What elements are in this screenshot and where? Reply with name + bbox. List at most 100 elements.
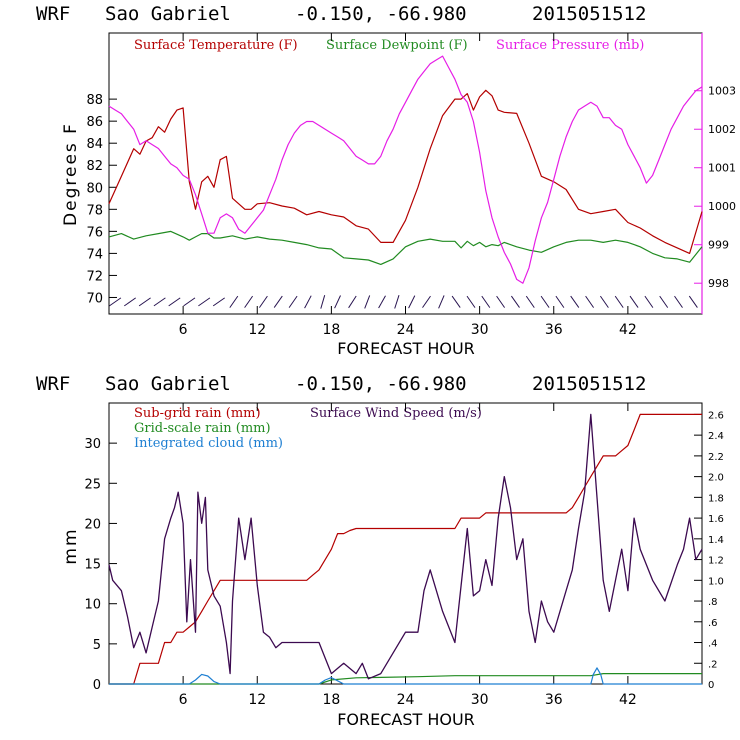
wind-barb — [304, 295, 312, 309]
top-legend-dewpoint: Surface Dewpoint (F) — [326, 38, 468, 53]
bottom-y2tick-label: .8 — [708, 597, 718, 608]
bottom-legend-cloud: Integrated cloud (mm) — [134, 436, 283, 451]
bottom-legend-wind: Surface Wind Speed (m/s) — [310, 406, 482, 421]
wind-barb — [585, 295, 595, 308]
wind-barb — [540, 295, 550, 308]
top-y2tick-label: 1001 — [708, 162, 736, 175]
top-y2tick-label: 1000 — [708, 200, 736, 213]
top-y2tick-label: 1002 — [708, 123, 736, 136]
wind-barb — [212, 297, 225, 307]
bottom-header-station: Sao Gabriel — [105, 373, 231, 395]
bottom-y2tick-label: .2 — [708, 659, 718, 670]
bottom-y2tick-label: .6 — [708, 618, 718, 629]
top-xtick-label: 30 — [471, 322, 489, 338]
top-y2tick-label: 998 — [708, 277, 729, 290]
top-ytick-label: 70 — [86, 291, 103, 306]
bottom-y2tick-label: 0 — [708, 680, 714, 691]
wind-barb — [525, 295, 535, 308]
wind-barb — [688, 295, 698, 308]
top-ytick-label: 88 — [86, 93, 103, 108]
bottom-y2tick-label: 1.0 — [708, 576, 724, 587]
wind-barb — [348, 295, 357, 309]
wind-barb — [659, 295, 669, 308]
wind-barb — [674, 295, 683, 308]
wind-barb — [153, 297, 166, 307]
bottom-y2tick-label: 1.2 — [708, 556, 724, 567]
bottom-y2tick-label: 1.6 — [708, 514, 724, 525]
subgrid-rain-line — [109, 413, 702, 685]
bottom-header-coords: -0.150, -66.980 — [295, 373, 467, 395]
top-ytick-label: 72 — [86, 269, 103, 284]
top-xtick-label: 12 — [248, 322, 266, 338]
wind-barb — [644, 295, 654, 308]
bottom-xtick-label: 6 — [179, 692, 188, 708]
dewpoint-line — [108, 230, 703, 265]
top-ytick-label: 74 — [86, 247, 103, 262]
wind-barb — [408, 295, 416, 309]
top-header-coords: -0.150, -66.980 — [295, 3, 467, 25]
wind-barb — [599, 295, 609, 308]
wind-barb — [168, 297, 181, 307]
gridscale-rain-line — [109, 673, 702, 685]
top-ytick-label: 76 — [86, 225, 103, 240]
bottom-xtick-label: 36 — [545, 692, 563, 708]
top-legend-temperature: Surface Temperature (F) — [134, 38, 298, 53]
bottom-ytick-label: 30 — [84, 437, 101, 452]
bottom-header-run: 2015051512 — [532, 373, 646, 395]
top-xtick-label: 36 — [545, 322, 563, 338]
wind-barb — [438, 295, 445, 309]
wind-barb — [198, 297, 211, 307]
bottom-ylabel: mm — [61, 527, 81, 564]
bottom-xlabel: FORECAST HOUR — [337, 710, 475, 729]
cloud-line — [109, 667, 702, 685]
wind-barb — [138, 297, 151, 307]
wind-barb — [481, 295, 491, 308]
bottom-xtick-label: 18 — [322, 692, 340, 708]
wind-barb — [378, 295, 386, 309]
top-xtick-label: 6 — [179, 322, 188, 338]
bottom-y2tick-label: 1.8 — [708, 493, 724, 504]
temperature-line — [108, 89, 703, 254]
wind-barb — [555, 295, 565, 308]
wind-speed-line — [108, 413, 703, 680]
top-y2tick-label: 1003 — [708, 85, 736, 98]
wind-barb — [614, 295, 624, 308]
top-xtick-label: 42 — [619, 322, 637, 338]
wind-barb — [510, 295, 520, 308]
wind-barb — [109, 297, 122, 307]
bottom-ytick-label: 25 — [84, 477, 101, 492]
bottom-xtick-label: 30 — [471, 692, 489, 708]
wind-barb — [451, 295, 461, 308]
wind-barb — [394, 295, 400, 309]
bottom-ytick-label: 20 — [84, 517, 101, 532]
wind-barb — [244, 295, 254, 308]
top-xlabel: FORECAST HOUR — [337, 339, 475, 358]
wind-barb — [496, 295, 506, 308]
top-plot-frame — [108, 32, 703, 315]
top-ylabel: Degrees F — [61, 122, 81, 226]
wind-barb — [273, 295, 283, 308]
top-legend-pressure: Surface Pressure (mb) — [496, 38, 644, 53]
top-ytick-label: 82 — [86, 159, 103, 174]
wind-barb — [320, 295, 326, 309]
bottom-xtick-label: 42 — [619, 692, 637, 708]
bottom-y2tick-label: 2.4 — [708, 431, 724, 442]
bottom-xtick-label: 24 — [397, 692, 415, 708]
top-xtick-label: 18 — [322, 322, 340, 338]
bottom-header-model: WRF — [36, 373, 70, 395]
top-ytick-label: 86 — [86, 115, 103, 130]
top-header-run: 2015051512 — [532, 3, 646, 25]
bottom-y2tick-label: .4 — [708, 639, 718, 650]
top-header-model: WRF — [36, 3, 70, 25]
top-header-station: Sao Gabriel — [105, 3, 231, 25]
wind-barb — [288, 295, 298, 308]
wind-barb — [229, 295, 239, 308]
wind-barb — [183, 297, 196, 307]
bottom-y2tick-label: 2.0 — [708, 473, 724, 484]
bottom-y2tick-label: 2.2 — [708, 452, 724, 463]
top-ytick-label: 80 — [86, 181, 103, 196]
wind-barb — [570, 295, 580, 308]
bottom-y2tick-label: 1.4 — [708, 535, 724, 546]
temperature-panel: 6 12 18 24 30 36 42 70 72 74 76 78 80 82 84 86 88 998 999 1… — [86, 32, 736, 338]
bottom-ytick-label: 10 — [84, 598, 101, 613]
